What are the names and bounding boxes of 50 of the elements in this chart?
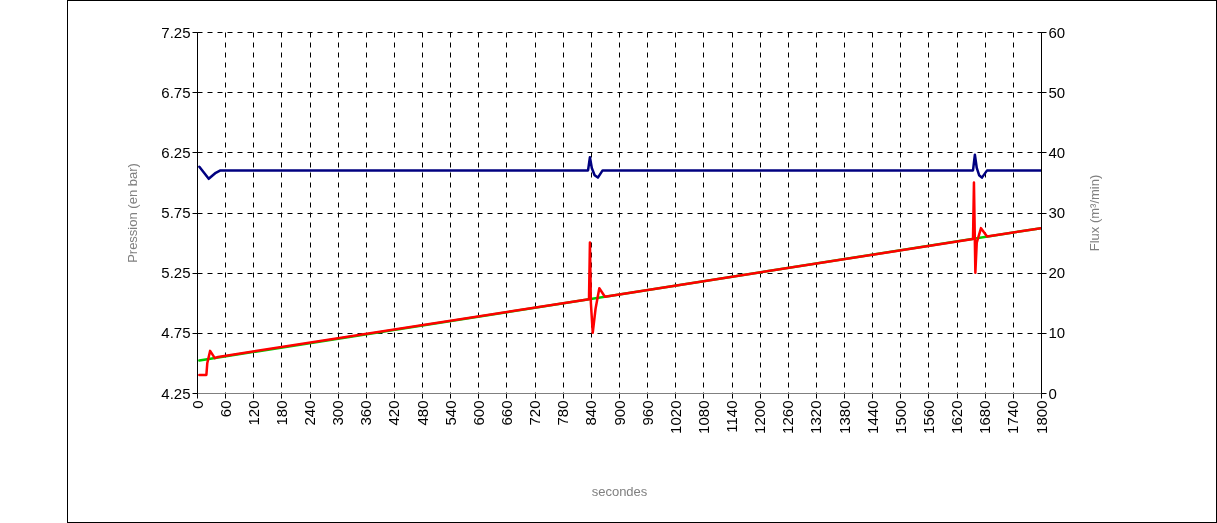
y2-tick-label: 40	[1048, 143, 1066, 161]
x-tick-label: 660	[497, 400, 515, 426]
y-axis-title: Pression (en bar)	[124, 163, 140, 263]
x-tick-label: 1800	[1032, 400, 1050, 434]
line-series	[198, 153, 1041, 181]
x-tick-label: 780	[554, 400, 572, 426]
y-tick-label: 7.25	[161, 23, 191, 41]
x-tick-label: 1200	[751, 400, 769, 434]
x-tick-label: 120	[244, 400, 262, 426]
x-tick-label: 1020	[666, 400, 684, 434]
x-tick-label: 1560	[919, 400, 937, 434]
x-tick-label: 1080	[694, 400, 712, 434]
y-tick-label: 5.25	[161, 264, 191, 282]
y-tick-label: 5.75	[161, 204, 191, 221]
y2-tick-label: 10	[1048, 324, 1066, 342]
x-tick-label: 540	[441, 400, 459, 426]
x-tick-label: 1620	[948, 400, 966, 434]
x-tick-label: 0	[188, 400, 206, 409]
x-tick-label: 60	[216, 400, 234, 418]
y2-tick-label: 50	[1048, 83, 1066, 101]
y2-tick-label: 60	[1048, 23, 1066, 41]
y2-tick-label: 0	[1048, 384, 1057, 402]
y2-axis-title: Flux (m³/min)	[1086, 174, 1102, 252]
y2-tick-label: 20	[1048, 264, 1066, 282]
x-tick-label: 840	[582, 400, 600, 426]
x-tick-label: 900	[610, 400, 628, 426]
x-tick-label: 420	[385, 400, 403, 426]
x-tick-label: 480	[413, 400, 431, 426]
x-tick-label: 600	[469, 400, 487, 426]
y-tick-label: 6.25	[161, 143, 191, 161]
x-tick-label: 1260	[779, 400, 797, 434]
x-tick-label: 1680	[976, 400, 994, 434]
y-tick-label: 4.25	[161, 384, 191, 402]
x-tick-label: 1140	[723, 400, 741, 433]
x-tick-label: 1320	[807, 400, 825, 434]
y-tick-label: 6.75	[161, 83, 191, 101]
x-tick-label: 360	[357, 400, 375, 426]
x-tick-label: 240	[301, 400, 319, 426]
x-tick-label: 300	[329, 400, 347, 426]
x-tick-label: 1500	[891, 400, 909, 434]
x-tick-label: 1380	[835, 400, 853, 434]
line-series	[198, 181, 1041, 377]
y2-tick-label: 30	[1048, 204, 1066, 221]
x-axis-title: secondes	[591, 483, 648, 499]
x-tick-label: 720	[526, 400, 544, 426]
x-tick-label: 960	[638, 400, 656, 426]
x-tick-label: 1440	[863, 400, 881, 434]
x-tick-label: 1740	[1004, 400, 1022, 434]
y-tick-label: 4.75	[161, 324, 191, 342]
x-tick-label: 180	[272, 400, 290, 426]
